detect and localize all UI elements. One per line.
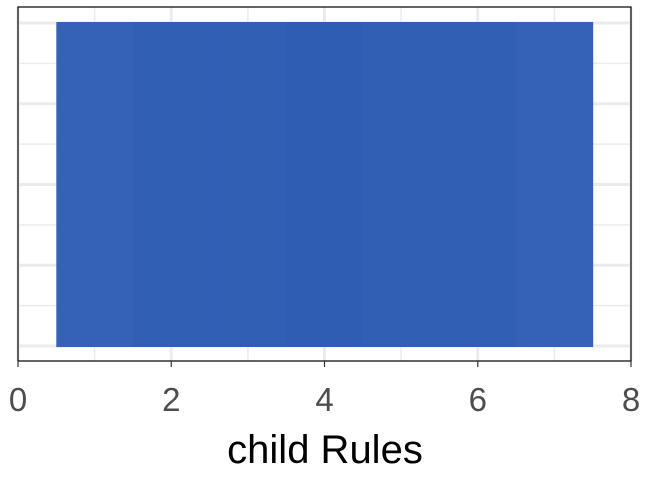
bar-segment-1 [56,22,134,347]
x-tick-label: 4 [315,381,333,418]
bar-segment-6 [439,22,517,347]
x-tick-label: 8 [622,381,640,418]
bar-segment-7 [516,22,594,347]
x-tick-label: 2 [162,381,180,418]
x-tick-label: 0 [9,381,27,418]
bar-segment-2 [132,22,211,347]
bar-segment-5 [362,22,440,347]
x-axis-ticks: 0 2 4 6 8 [9,361,640,418]
bar-segment-4 [286,22,364,347]
x-axis-title: child Rules [227,428,423,472]
bars-layer [56,22,594,347]
bar-segment-3 [209,22,287,347]
x-tick-label: 6 [469,381,487,418]
